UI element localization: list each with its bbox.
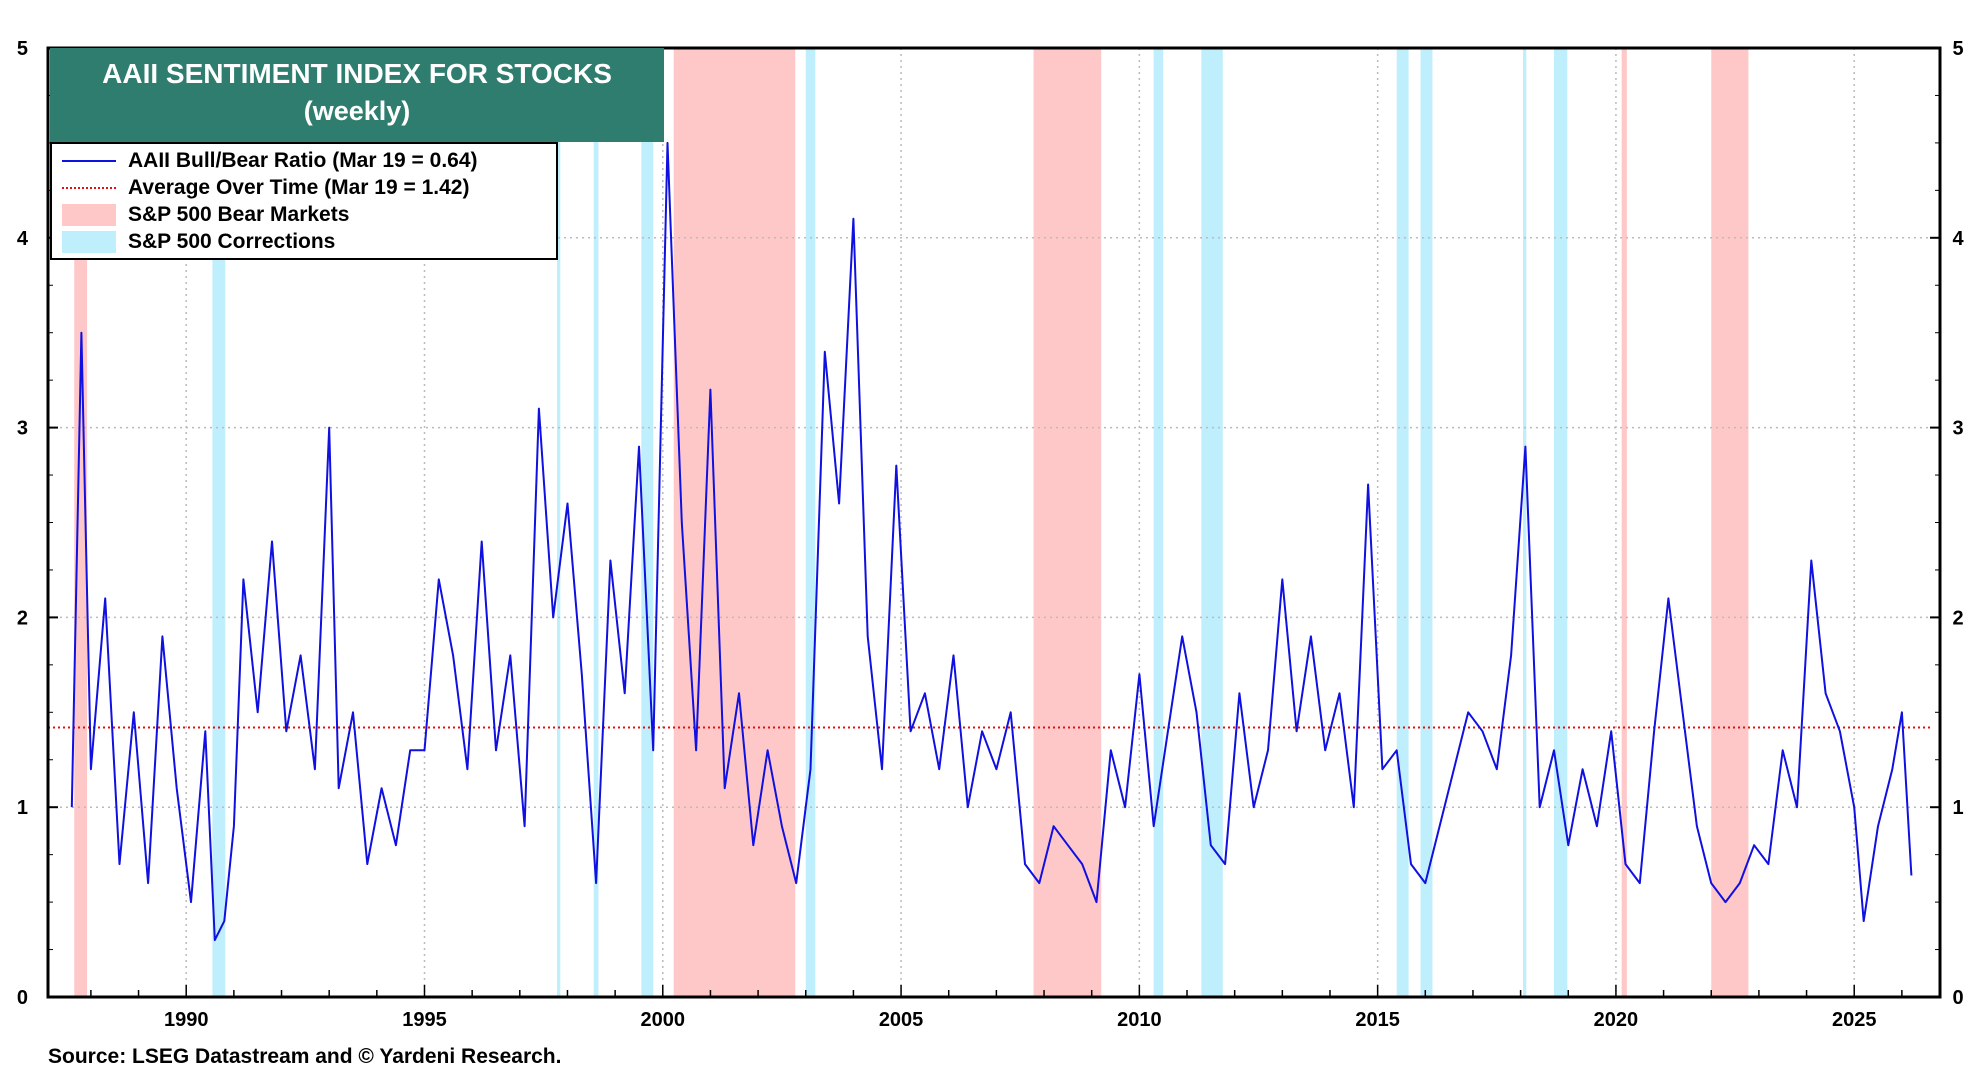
bear-market-band [1621,48,1627,997]
legend: AAII Bull/Bear Ratio (Mar 19 = 0.64) Ave… [50,142,558,260]
legend-item-bear: S&P 500 Bear Markets [62,202,349,228]
x-tick-label: 2010 [1117,1009,1162,1031]
legend-label-average: Average Over Time (Mar 19 = 1.42) [128,176,470,199]
legend-label-corrections: S&P 500 Corrections [128,230,336,253]
y-tick-label-right: 5 [1952,38,1963,60]
correction-band [1201,48,1223,997]
x-tick-label: 2025 [1832,1009,1877,1031]
y-tick-label-left: 5 [17,38,28,60]
y-tick-label-left: 1 [17,797,28,819]
legend-item-average: Average Over Time (Mar 19 = 1.42) [62,175,469,201]
y-tick-label-right: 0 [1952,987,1963,1009]
correction-band [593,48,599,997]
legend-item-bull-bear: AAII Bull/Bear Ratio (Mar 19 = 0.64) [62,148,478,174]
x-tick-label: 2005 [879,1009,924,1031]
shading-layer [74,48,1749,997]
legend-item-corrections: S&P 500 Corrections [62,229,335,255]
x-tick-label: 1995 [402,1009,447,1031]
y-tick-label-right: 2 [1952,607,1963,629]
y-tick-label-left: 2 [17,607,28,629]
correction-band [1420,48,1433,997]
y-tick-label-left: 4 [17,228,29,250]
axis-layer: 0 0 1 1 2 2 3 3 4 4 5 5 1990 1995 2000 2005 2010 2015 2020… [17,38,1965,1031]
series-layer [48,141,1931,942]
source-note: Source: LSEG Datastream and © Yardeni Re… [48,1045,562,1068]
x-tick-label: 2020 [1594,1009,1639,1031]
grid-layer [48,48,1940,997]
correction-band [1396,48,1409,997]
bear-market-band [1711,48,1749,997]
chart-title: AAII SENTIMENT INDEX FOR STOCKS [102,58,612,89]
bear-market-band [74,48,88,997]
plot-frame [46,46,1942,999]
correction-band [1522,48,1527,997]
correction-band [1153,48,1164,997]
legend-swatch-dotted [62,177,116,199]
bull-bear-ratio-line [70,141,1913,942]
y-tick-label-right: 1 [1952,797,1963,819]
legend-swatch-line [62,150,116,172]
correction-band [556,48,561,997]
correction-band [641,48,654,997]
chart-subtitle: (weekly) [303,96,411,126]
legend-swatch-corrections [62,231,116,253]
correction-band [805,48,816,997]
x-tick-label: 1990 [164,1009,209,1031]
legend-label-bear: S&P 500 Bear Markets [128,203,350,226]
x-tick-label: 2000 [641,1009,686,1031]
bear-market-band [1033,48,1102,997]
bear-market-band [673,48,796,997]
correction-band [212,48,226,997]
y-tick-label-left: 3 [17,418,28,440]
y-tick-label-right: 3 [1952,418,1963,440]
legend-label-bull-bear: AAII Bull/Bear Ratio (Mar 19 = 0.64) [128,149,478,172]
legend-swatch-bear [62,204,116,226]
y-tick-label-left: 0 [17,987,28,1009]
y-tick-label-right: 4 [1952,228,1964,250]
correction-band [1553,48,1568,997]
x-tick-label: 2015 [1355,1009,1400,1031]
chart-title-box: AAII SENTIMENT INDEX FOR STOCKS (weekly) [50,48,664,142]
